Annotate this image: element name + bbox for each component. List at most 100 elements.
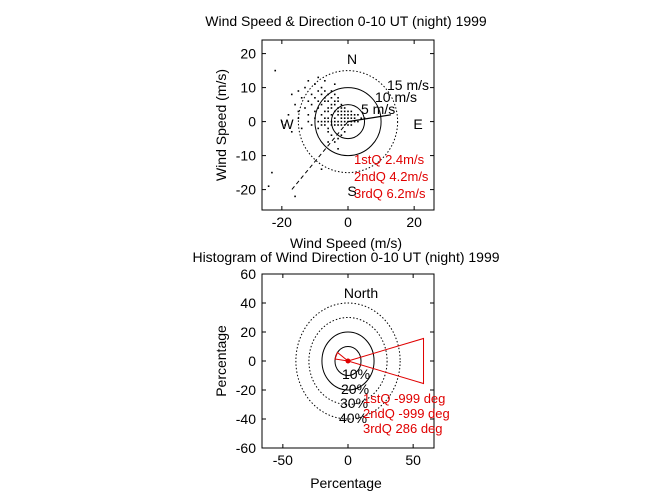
scatter-point [343, 117, 346, 119]
x-axis-label: Percentage [310, 475, 382, 491]
range-circle [330, 104, 366, 140]
y-tick-label: 60 [240, 266, 256, 282]
scatter-point [304, 107, 306, 109]
scatter-point [327, 131, 329, 133]
scatter-point [327, 110, 329, 113]
scatter-point [333, 141, 336, 143]
scatter-point [343, 120, 346, 123]
range-circles [297, 70, 399, 174]
scatter-point [333, 93, 336, 96]
scatter-point [267, 185, 270, 187]
y-tick-label: 20 [240, 46, 256, 62]
compass-north: N [347, 51, 357, 67]
scatter-point [347, 110, 349, 113]
scatter-point [340, 110, 343, 113]
scatter-point [350, 110, 353, 113]
compass-south: S [347, 183, 356, 199]
scatter-point [353, 117, 356, 119]
wind-scatter-panel: Wind Speed & Direction 0-10 UT (night) 1… [205, 13, 487, 251]
scatter-point [343, 107, 346, 109]
scatter-point [317, 107, 320, 109]
scatter-point [330, 97, 333, 99]
scatter-point [340, 117, 343, 119]
scatter-point [333, 103, 336, 106]
scatter-point [317, 90, 320, 92]
scatter-point [340, 114, 343, 116]
scatter-point [314, 110, 316, 113]
chart-title: Wind Speed & Direction 0-10 UT (night) 1… [205, 13, 487, 29]
scatter-point [320, 86, 323, 89]
scatter-point [271, 171, 273, 174]
scatter-point [337, 100, 339, 102]
scatter-point [337, 110, 339, 113]
scatter-point [297, 110, 300, 113]
scatter-point [360, 117, 363, 119]
scatter-point [290, 131, 293, 133]
y-tick-label: -60 [236, 440, 256, 456]
scatter-point [327, 127, 329, 130]
percentage-ring [308, 317, 388, 405]
y-tick-label: -20 [236, 382, 256, 398]
x-tick-label: 50 [405, 452, 421, 468]
ring-label-20: 20% [341, 381, 369, 397]
scatter-point [337, 124, 339, 126]
scatter-point [274, 69, 277, 72]
quartile-3: 3rdQ 286 deg [363, 421, 443, 436]
scatter-point [330, 134, 333, 136]
direction-histogram-panel: Histogram of Wind Direction 0-10 UT (nig… [192, 249, 499, 491]
quartile-1: 1stQ 2.4m/s [354, 152, 425, 167]
scatter-point [320, 93, 323, 96]
ring-label-40: 40% [339, 410, 367, 426]
circle-label-5: 5 m/s [361, 101, 395, 117]
scatter-point [333, 117, 336, 119]
scatter-point [300, 127, 303, 130]
ring-label-30: 30% [340, 395, 368, 411]
quartile-3: 3rdQ 6.2m/s [354, 186, 426, 201]
x-tick-label: -20 [272, 214, 292, 230]
scatter-point [307, 120, 310, 123]
scatter-point [357, 120, 359, 123]
scatter-point [357, 114, 359, 116]
scatter-point [337, 137, 339, 140]
scatter-point [350, 114, 353, 116]
scatter-point [314, 97, 316, 99]
scatter-point [320, 114, 323, 116]
scatter-point [317, 120, 320, 123]
x-tick-label: 0 [344, 214, 352, 230]
compass-east: E [413, 116, 422, 132]
scatter-point [343, 110, 346, 113]
scatter-point [310, 103, 313, 106]
scatter-point [281, 120, 283, 123]
y-tick-label: -10 [236, 148, 256, 164]
scatter-point [330, 103, 333, 106]
scatter-point [333, 124, 336, 126]
scatter-point [304, 86, 306, 89]
north-label: North [344, 285, 378, 301]
mean-wind-vector [347, 114, 392, 123]
y-axis-label: Percentage [213, 325, 229, 397]
y-tick-label: 0 [248, 114, 256, 130]
scatter-point [350, 117, 353, 119]
scatter-point [324, 90, 326, 92]
direction-wedges [334, 337, 425, 385]
scatter-point [340, 124, 343, 126]
x-tick-label: 0 [344, 452, 352, 468]
scatter-point [300, 97, 303, 99]
scatter-point [327, 100, 329, 102]
quartile-2: 2ndQ -999 deg [363, 406, 450, 421]
scatter-point [333, 83, 336, 85]
scatter-point [337, 97, 339, 99]
compass-west: W [280, 116, 294, 132]
scatter-point [353, 114, 356, 116]
scatter-point [343, 124, 346, 126]
scatter-point [330, 114, 333, 116]
percentage-ring [295, 302, 401, 420]
scatter-point [324, 80, 326, 82]
chart-title: Histogram of Wind Direction 0-10 UT (nig… [192, 249, 499, 265]
axis-ticks: -50 0 50 60 40 20 0 -20 -40 -60 [236, 266, 434, 468]
scatter-point [347, 114, 349, 116]
scatter-point [337, 120, 339, 123]
center-marker [345, 358, 351, 364]
quartile-2: 2ndQ 4.2m/s [354, 169, 429, 184]
direction-wedge [346, 337, 425, 385]
